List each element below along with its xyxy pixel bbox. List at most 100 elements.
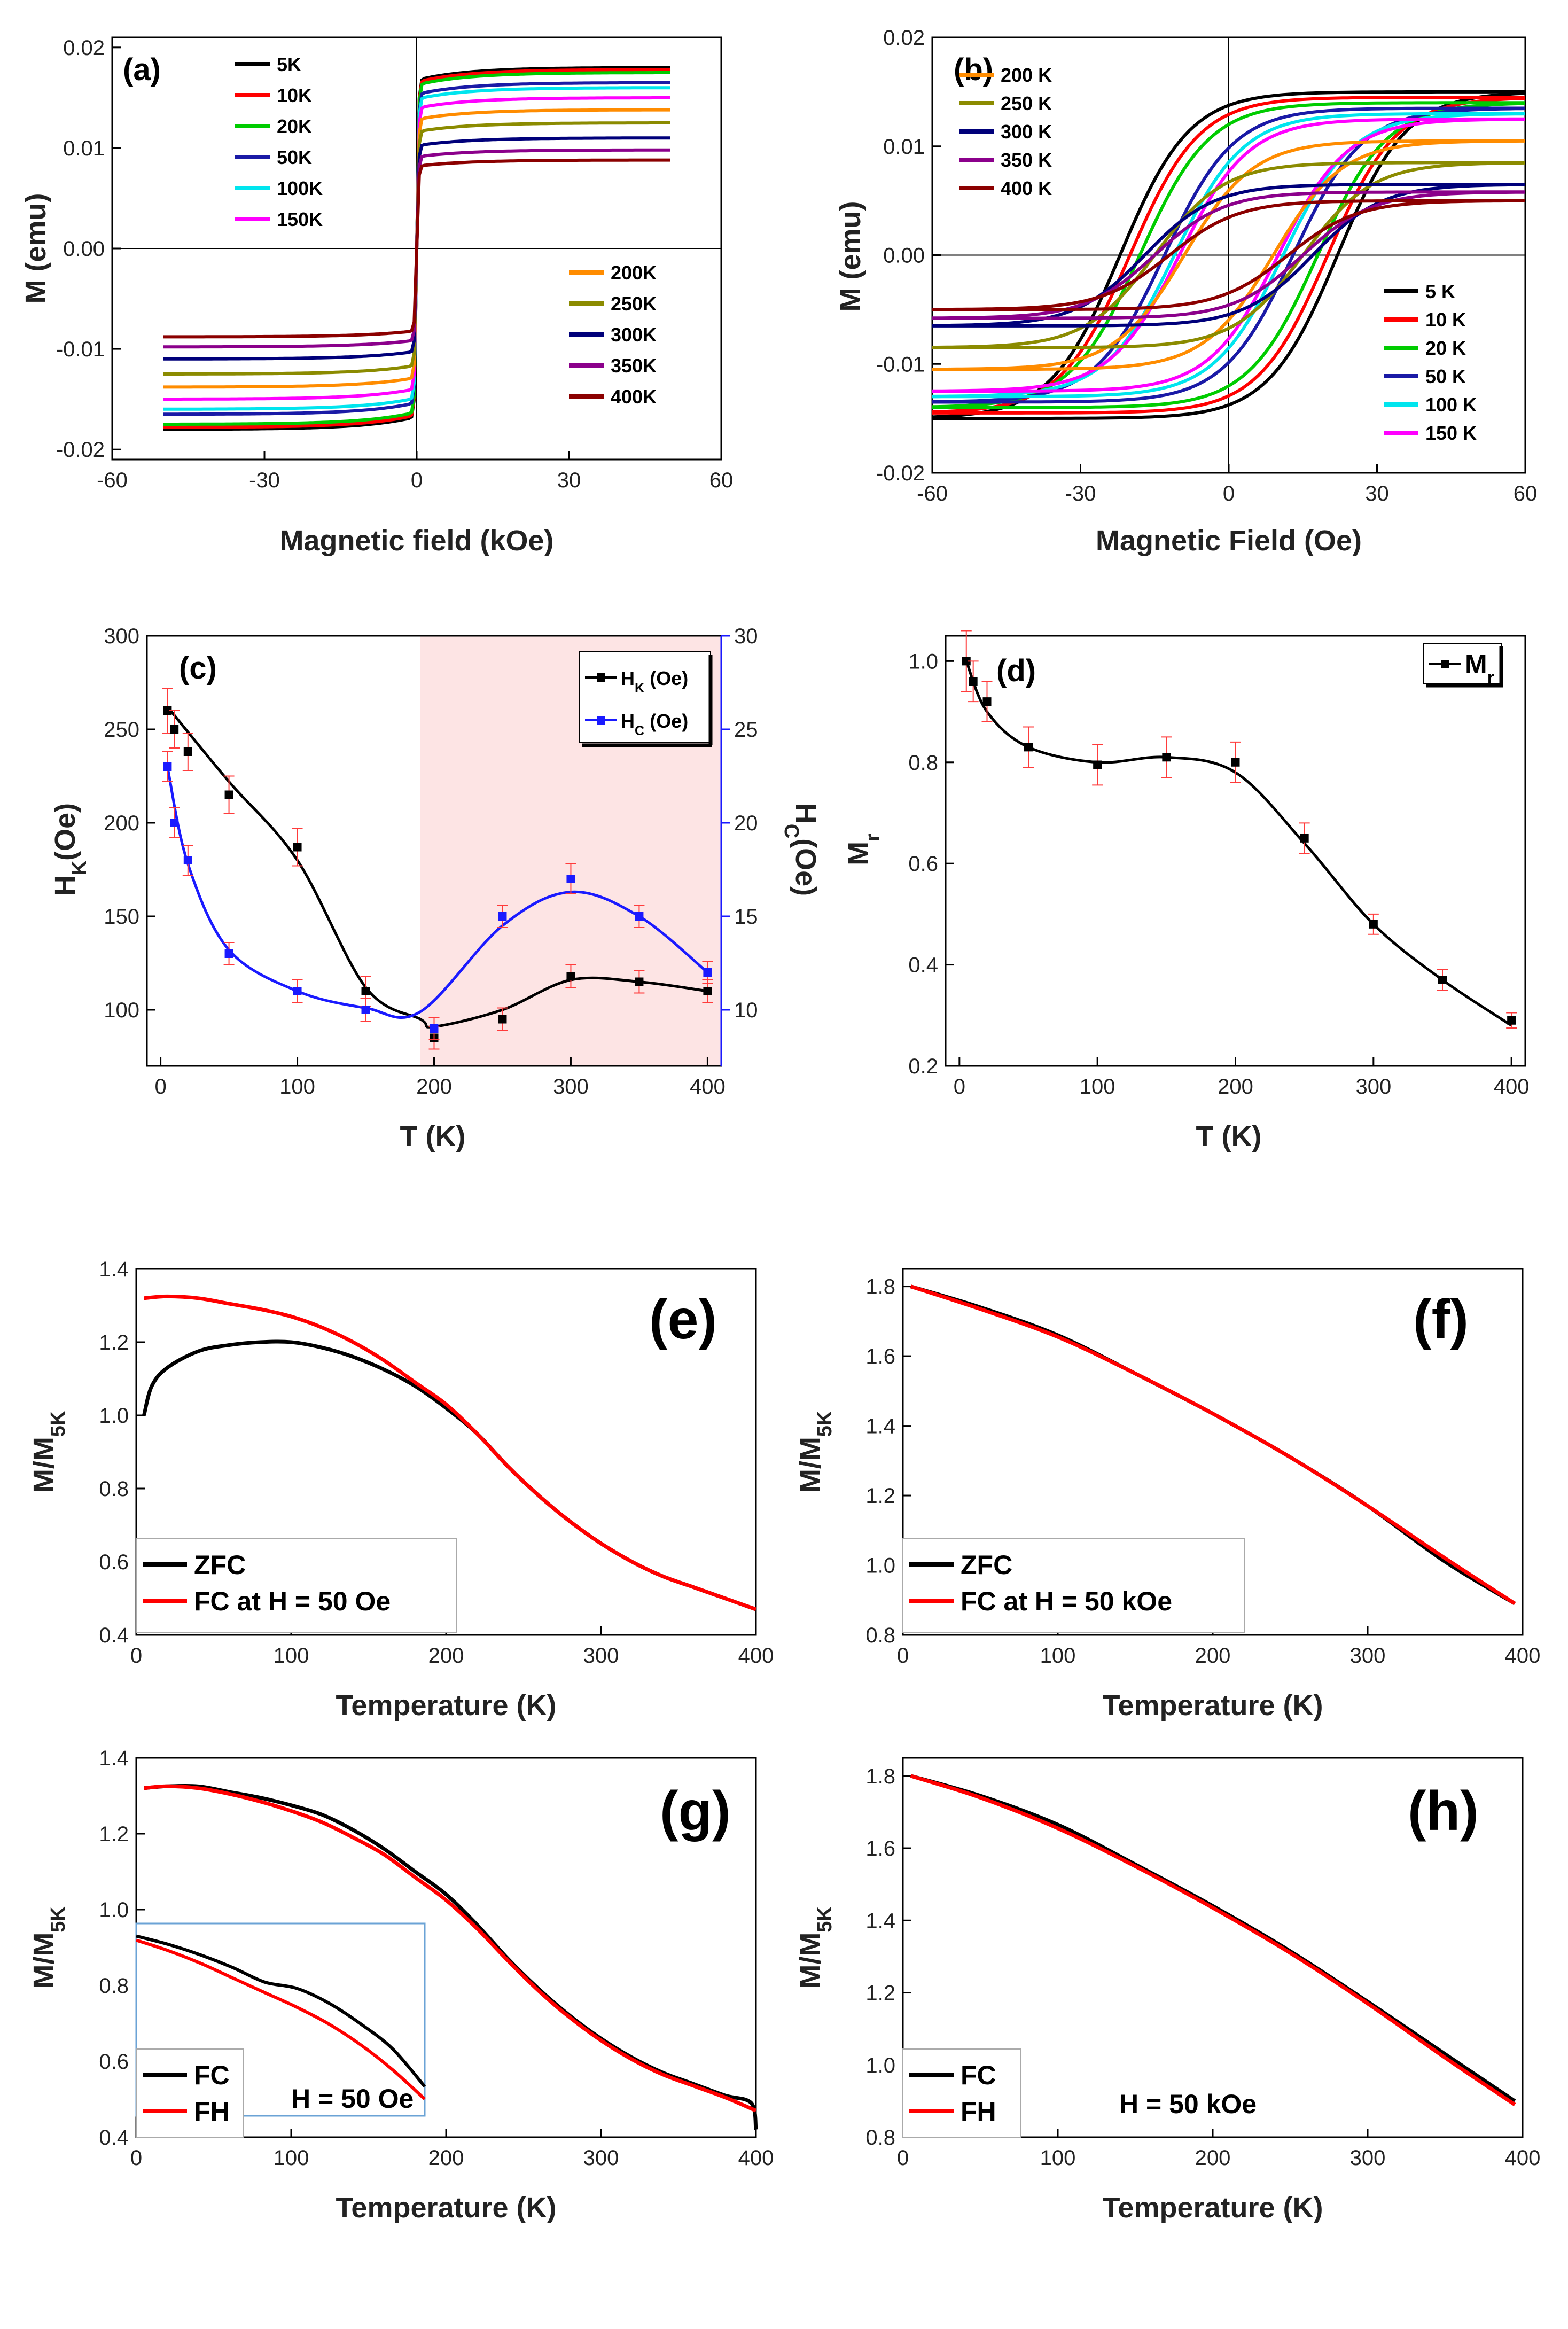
x-tick-label: -60 bbox=[917, 482, 948, 505]
series-line-400K bbox=[163, 158, 670, 339]
x-axis-label: Temperature (K) bbox=[1102, 1689, 1323, 1722]
x-tick-label: 400 bbox=[738, 2146, 774, 2170]
panel-label: (d) bbox=[996, 653, 1036, 688]
x-tick-label: 100 bbox=[279, 1075, 315, 1099]
legend-box bbox=[136, 1538, 457, 1633]
y-tick-label: 0.8 bbox=[99, 1477, 129, 1501]
x-tick-label: 100 bbox=[274, 1644, 309, 1668]
legend-label: 20 K bbox=[1425, 337, 1466, 359]
y-tick-label: 1.4 bbox=[865, 1909, 895, 1933]
legend-label: 100 K bbox=[1425, 394, 1477, 416]
panel-label: (h) bbox=[1408, 1780, 1479, 1842]
y-axis-label: M/M5K bbox=[28, 1411, 69, 1493]
legend-label: FH bbox=[961, 2097, 996, 2127]
y-tick-label: 1.0 bbox=[99, 1404, 129, 1428]
x-tick-label: 200 bbox=[1195, 2146, 1231, 2170]
legend-label: Mr bbox=[1465, 649, 1495, 688]
series-line-red bbox=[910, 1774, 1516, 2107]
y-axis-label: Mr bbox=[842, 834, 884, 866]
y-tick-label: 0.4 bbox=[908, 954, 938, 977]
data-point-hc bbox=[566, 875, 575, 883]
x-tick-label: 0 bbox=[897, 1644, 909, 1668]
x-tick-label: 0 bbox=[130, 2146, 142, 2170]
data-point-hk bbox=[498, 1015, 507, 1024]
series-line-red bbox=[144, 1784, 757, 2113]
y-tick-label: 1.8 bbox=[865, 1275, 895, 1299]
y-tick-label: 1.2 bbox=[99, 1822, 129, 1846]
loop-ascending-250 K bbox=[932, 161, 1526, 349]
panel-label: (b) bbox=[954, 52, 993, 87]
legend-marker bbox=[1441, 660, 1449, 668]
legend-box bbox=[902, 1538, 1245, 1633]
y-tick-label: 1.2 bbox=[99, 1331, 129, 1354]
y-tick-label: 100 bbox=[104, 999, 139, 1022]
data-point-hk bbox=[293, 843, 302, 852]
legend-label: 50 K bbox=[1425, 365, 1466, 387]
y-tick-label: 0.4 bbox=[99, 2126, 129, 2149]
legend-label: FC at H = 50 Oe bbox=[194, 1586, 391, 1616]
y-tick-label: -0.02 bbox=[876, 462, 925, 485]
y-tick-label: 1.4 bbox=[99, 1747, 129, 1770]
y-right-tick-label: 30 bbox=[734, 625, 758, 648]
panel-g: 0 100 200 300 400 0.4 0.6 0.8 1.0 1.2 1.4 (g) Temper… bbox=[28, 1747, 774, 2224]
y-axis-label: M/M5K bbox=[794, 1411, 836, 1493]
y-tick-label: 0.2 bbox=[908, 1055, 938, 1078]
data-point-mr bbox=[982, 697, 992, 706]
x-tick-label: 100 bbox=[1040, 1644, 1076, 1668]
legend-label: HK (Oe) bbox=[621, 667, 688, 696]
y-tick-label: 1.6 bbox=[865, 1345, 895, 1368]
data-point-hc bbox=[224, 949, 233, 958]
x-tick-label: -60 bbox=[97, 469, 128, 492]
data-point-hc bbox=[635, 912, 644, 921]
x-tick-label: 300 bbox=[583, 1644, 619, 1668]
y-tick-label: 0.00 bbox=[883, 244, 925, 268]
loop-descending-250 K bbox=[932, 161, 1525, 349]
y-tick-label: 1.2 bbox=[865, 1982, 895, 2005]
x-tick-label: 0 bbox=[897, 2146, 909, 2170]
loop-descending-350 K bbox=[932, 190, 1525, 320]
panel-label: (f) bbox=[1413, 1289, 1469, 1351]
loop-descending-400 K bbox=[932, 199, 1525, 311]
panel-e: 0 100 200 300 400 0.4 0.6 0.8 1.0 1.2 1.4 (e) Temper… bbox=[28, 1258, 774, 1722]
y-tick-label: 1.8 bbox=[865, 1765, 895, 1788]
data-point-hk bbox=[224, 790, 233, 799]
x-tick-label: 0 bbox=[954, 1075, 965, 1099]
y-tick-label: 1.2 bbox=[865, 1484, 895, 1508]
legend-label: FC bbox=[961, 2060, 996, 2090]
legend-label: 300 K bbox=[1001, 121, 1052, 143]
panel-b: -60 -30 0 30 60 -0.02 -0.01 0.00 0.01 0.02 (b) Magn… bbox=[834, 26, 1537, 557]
panel-label: (e) bbox=[649, 1289, 717, 1351]
legend-label: HC (Oe) bbox=[621, 710, 688, 738]
inset-line-black bbox=[136, 1934, 426, 2088]
data-point-hc bbox=[293, 987, 302, 995]
loop-descending-200 K bbox=[932, 139, 1525, 371]
x-tick-label: 200 bbox=[428, 2146, 464, 2170]
legend-label: FC at H = 50 kOe bbox=[961, 1586, 1172, 1616]
data-point-mr bbox=[1300, 834, 1309, 843]
loop-descending-300 K bbox=[932, 183, 1525, 328]
y-tick-label: 1.6 bbox=[865, 1837, 895, 1860]
x-tick-label: 300 bbox=[1350, 2146, 1386, 2170]
y-axis-label: M/M5K bbox=[794, 1906, 836, 1988]
legend-label: FC bbox=[194, 2060, 230, 2090]
x-tick-label: 0 bbox=[1223, 482, 1235, 505]
y-tick-label: 0.02 bbox=[63, 36, 105, 60]
y-tick-label: 0.01 bbox=[63, 137, 105, 160]
annotation-field: H = 50 Oe bbox=[291, 2084, 414, 2114]
annotation-field: H = 50 kOe bbox=[1119, 2089, 1257, 2119]
data-point-mr bbox=[1507, 1016, 1516, 1025]
inset-line-red bbox=[136, 1938, 426, 2100]
y-axis-label: HK(Oe) bbox=[49, 803, 91, 896]
x-tick-label: -30 bbox=[249, 469, 280, 492]
data-point-hk bbox=[361, 987, 370, 995]
legend-marker bbox=[597, 716, 605, 725]
data-point-hc bbox=[163, 762, 172, 771]
legend-label: 250 K bbox=[1001, 92, 1052, 114]
panel-c: 0 100 200 300 400 100 150 200 250 300 10 15 20 25 30 (c… bbox=[49, 625, 822, 1152]
legend-label: 50K bbox=[277, 146, 312, 168]
data-point-hk bbox=[170, 725, 179, 734]
legend-label: 300K bbox=[611, 324, 657, 346]
data-point-mr bbox=[1369, 920, 1378, 929]
x-tick-label: 300 bbox=[1350, 1644, 1386, 1668]
